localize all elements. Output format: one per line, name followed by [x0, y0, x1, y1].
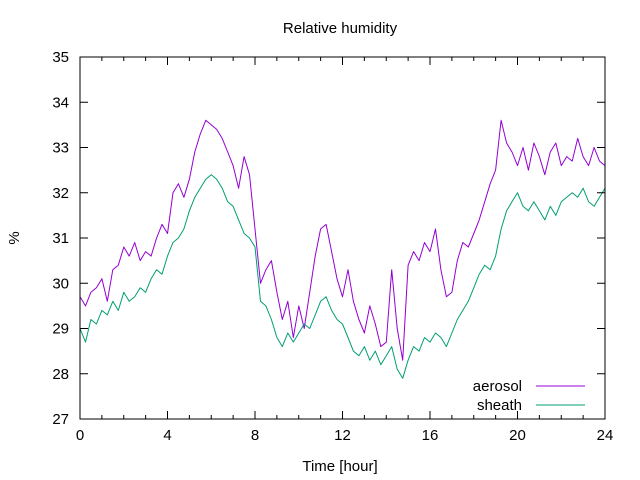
y-tick-label: 31 — [52, 230, 69, 247]
y-tick-label: 28 — [52, 366, 69, 383]
y-tick-label: 34 — [52, 94, 69, 111]
series-line-sheath — [79, 174, 606, 379]
legend-label-aerosol: aerosol — [473, 378, 522, 395]
y-tick-label: 35 — [52, 49, 69, 66]
x-tick-label: 16 — [422, 427, 439, 444]
legend-label-sheath: sheath — [477, 397, 522, 414]
x-tick-label: 4 — [163, 427, 171, 444]
y-axis: 27 28 29 30 31 32 33 34 35 — [52, 49, 605, 428]
y-tick-label: 33 — [52, 140, 69, 157]
y-tick-label: 32 — [52, 185, 69, 202]
legend: aerosol sheath — [473, 378, 585, 414]
x-tick-label: 8 — [251, 427, 259, 444]
y-tick-label: 27 — [52, 411, 69, 428]
x-tick-label: 20 — [509, 427, 526, 444]
x-tick-label: 12 — [334, 427, 351, 444]
plot-area — [79, 119, 606, 379]
x-axis-label: Time [hour] — [302, 458, 377, 475]
x-tick-label: 24 — [597, 427, 614, 444]
series-line-aerosol — [79, 119, 606, 361]
y-axis-label: % — [6, 231, 23, 244]
x-axis: 0 4 8 12 16 20 24 — [76, 57, 614, 444]
chart-title: Relative humidity — [283, 20, 398, 37]
x-tick-label: 0 — [76, 427, 84, 444]
plot-frame — [79, 56, 606, 420]
y-tick-label: 29 — [52, 321, 69, 338]
y-tick-label: 30 — [52, 275, 69, 292]
